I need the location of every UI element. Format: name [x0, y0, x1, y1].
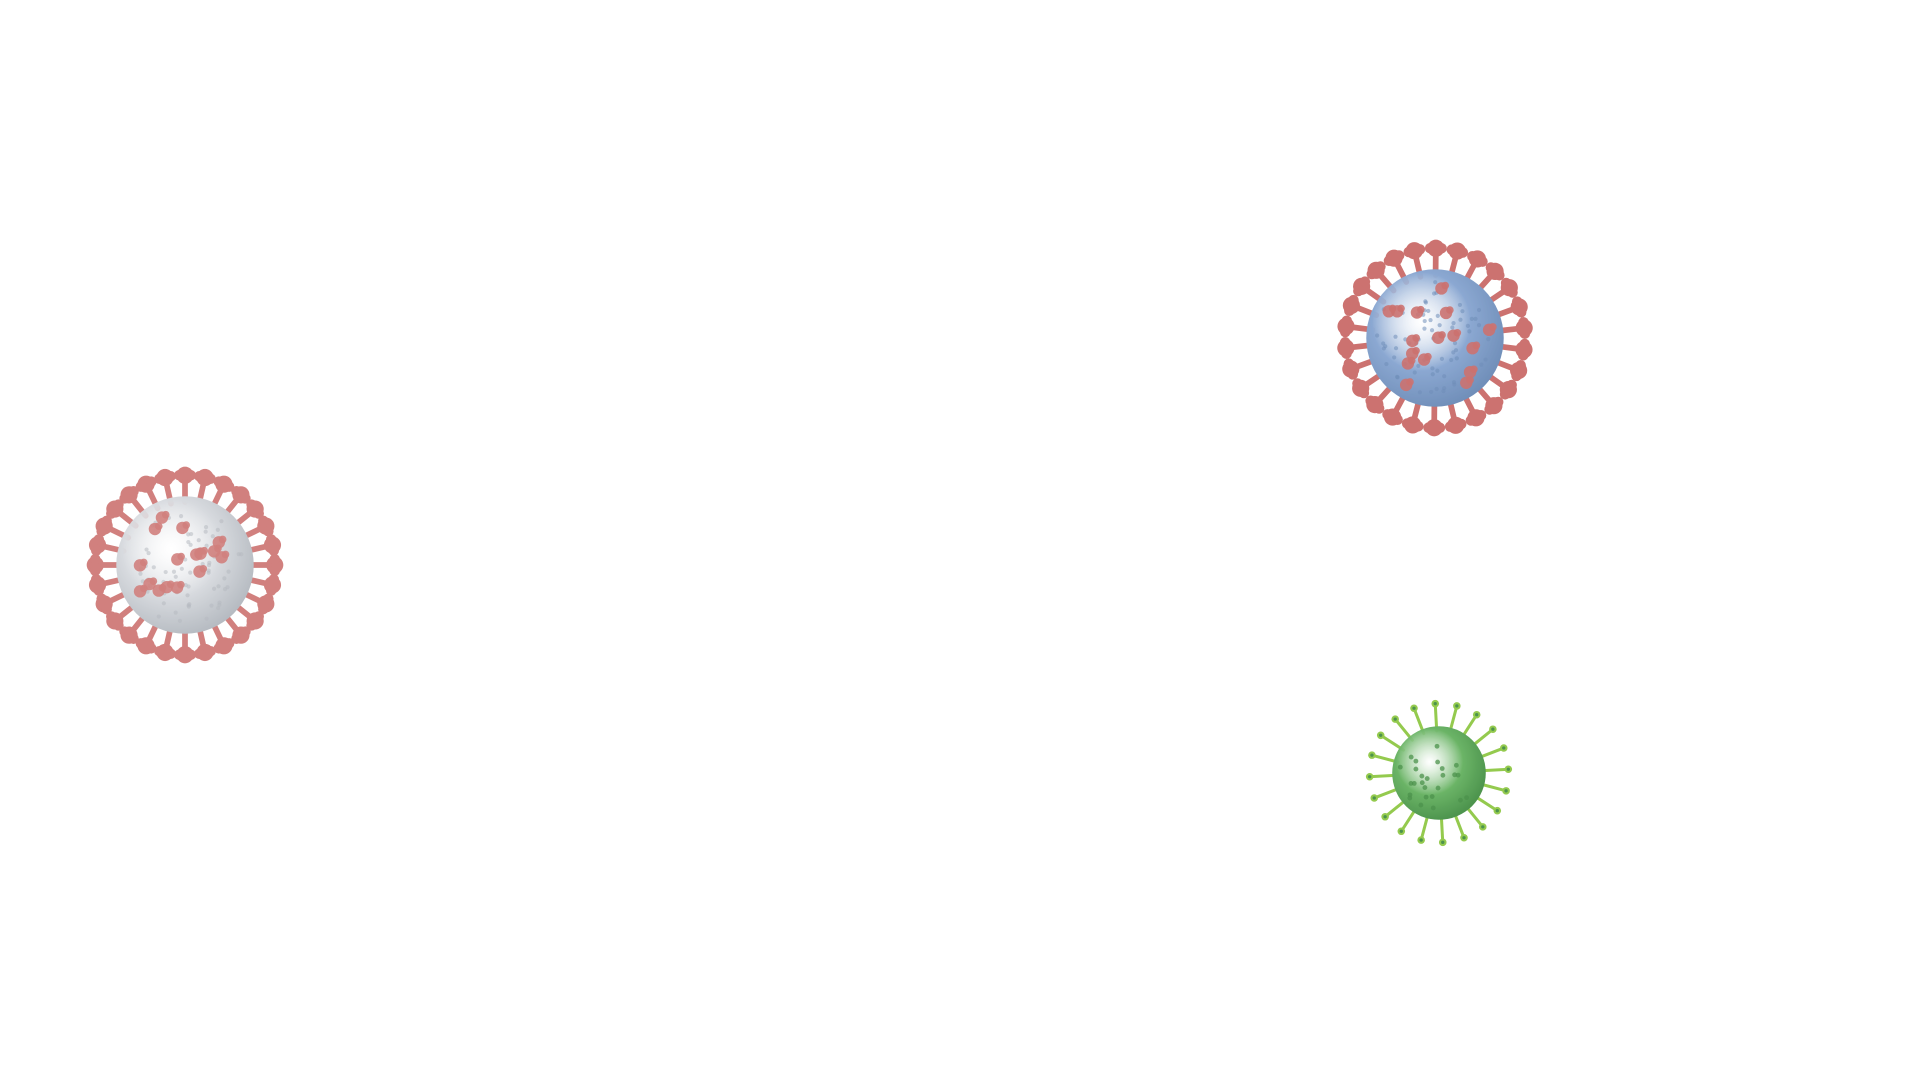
- front-spikes: [133, 510, 230, 598]
- surface: [1397, 743, 1470, 811]
- coronavirus-blue-icon: [1330, 233, 1540, 443]
- coronavirus-blue-graphic: [1337, 239, 1533, 437]
- coronavirus-gray-graphic: [86, 466, 284, 664]
- spikes: [1365, 699, 1513, 847]
- front-spikes: [1382, 281, 1497, 392]
- virus-green-icon: [1356, 690, 1522, 856]
- virus-green-graphic: [1365, 699, 1513, 847]
- coronavirus-gray-icon: [80, 460, 290, 670]
